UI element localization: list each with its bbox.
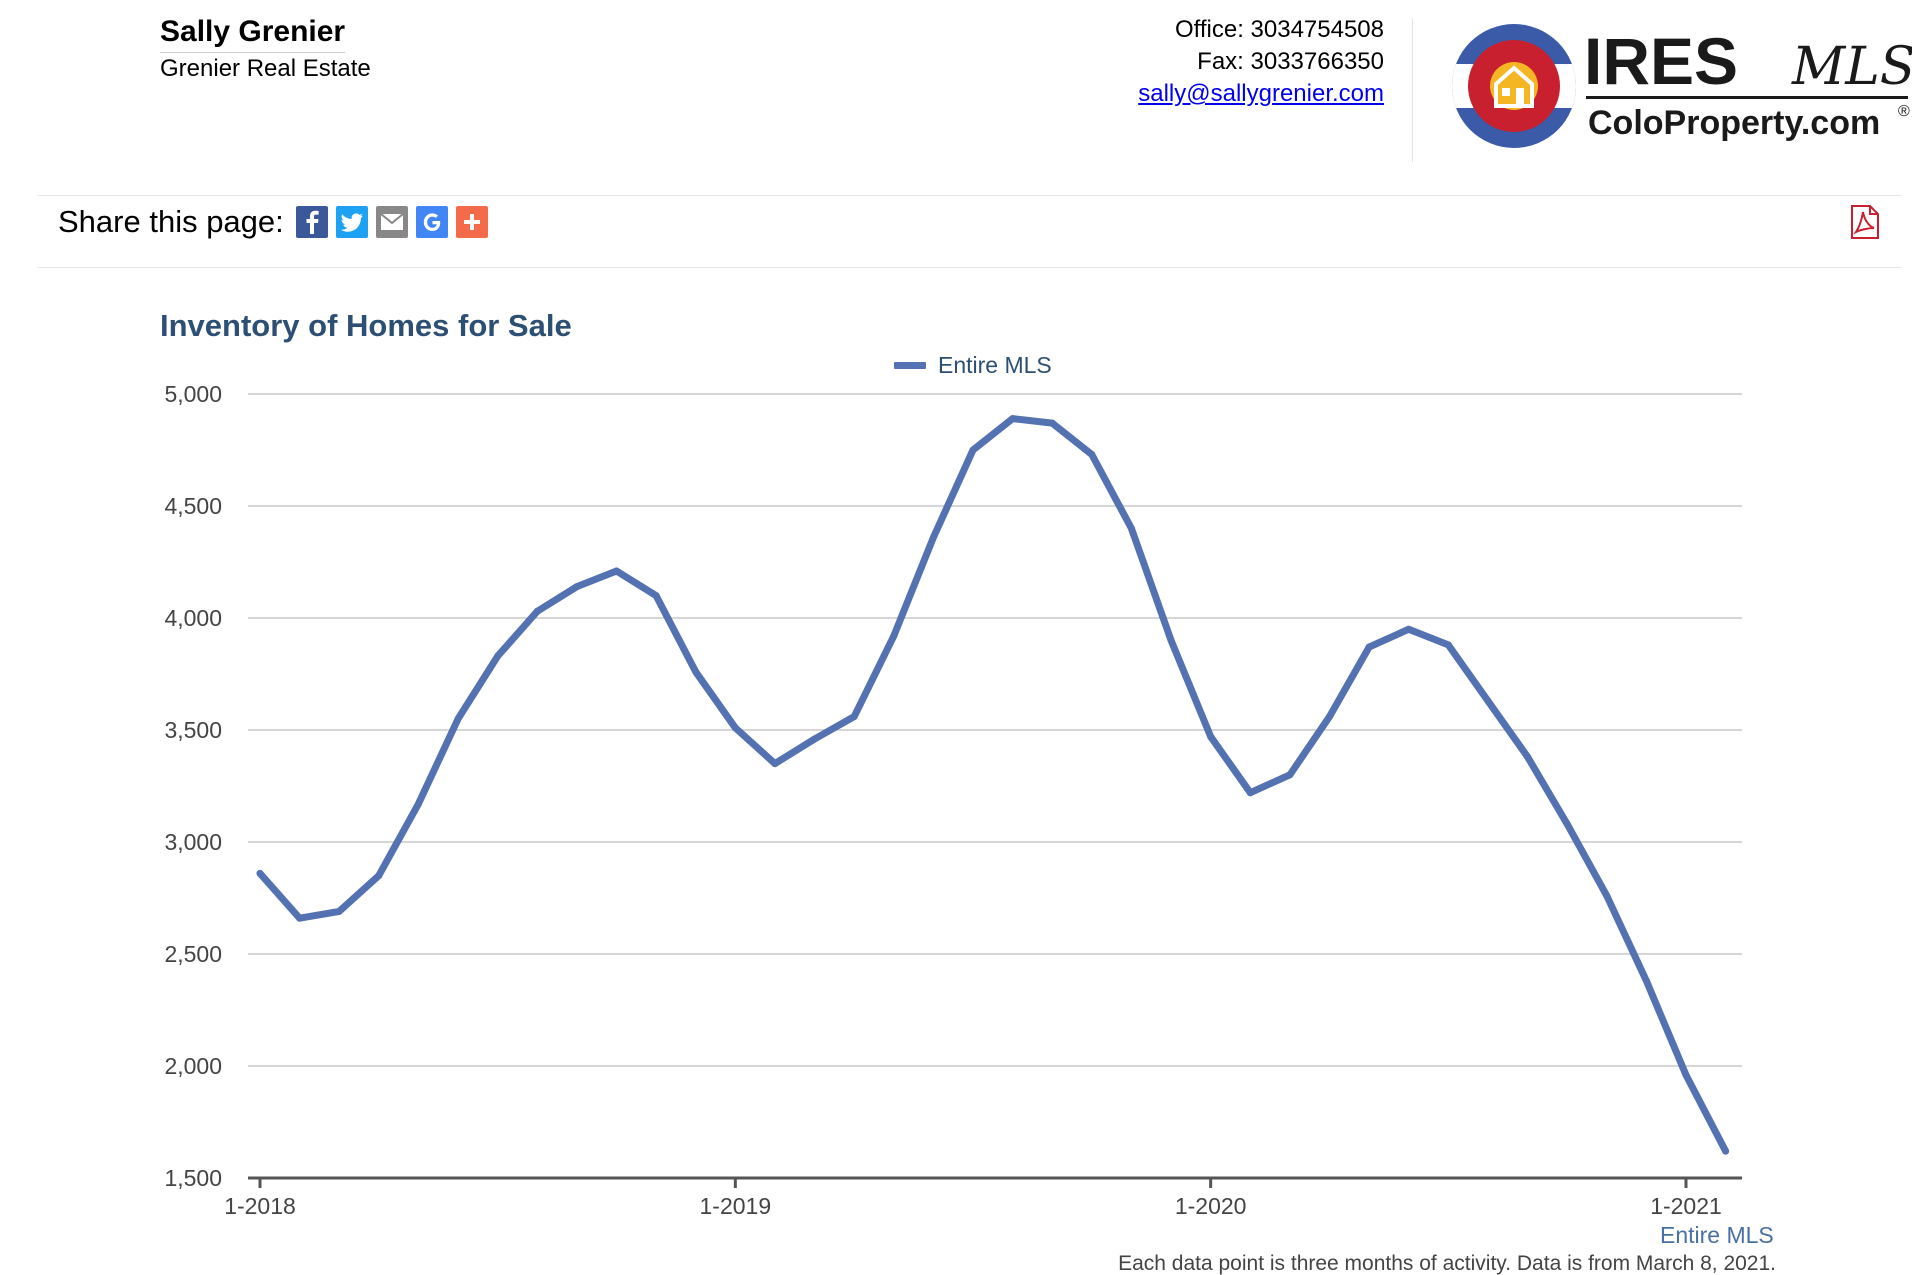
email-share-button[interactable] — [375, 206, 408, 238]
data-point — [1207, 733, 1215, 741]
data-point — [731, 724, 739, 732]
contact-info: Office: 3034754508 Fax: 3033766350 sally… — [1138, 14, 1384, 110]
more-share-button[interactable] — [455, 206, 488, 238]
data-point — [1048, 419, 1056, 427]
y-tick-label: 3,500 — [164, 717, 222, 743]
data-point — [1088, 450, 1096, 458]
share-label: Share this page: — [58, 204, 284, 239]
data-point — [1484, 697, 1492, 705]
data-point — [692, 668, 700, 676]
google-icon — [423, 213, 440, 231]
data-point — [256, 869, 264, 877]
data-point — [1167, 636, 1175, 644]
y-tick-label: 3,000 — [164, 829, 222, 855]
data-point — [494, 652, 502, 660]
data-point — [771, 760, 779, 768]
data-point — [1127, 524, 1135, 532]
logo-registered-mark: ® — [1898, 103, 1910, 120]
chart-footnote: Each data point is three months of activ… — [1118, 1252, 1776, 1275]
data-point — [1722, 1147, 1730, 1155]
data-point — [573, 583, 581, 591]
legend-label: Entire MLS — [938, 352, 1052, 378]
x-axis-series-name: Entire MLS — [1660, 1222, 1774, 1248]
agent-info: Sally Grenier Grenier Real Estate — [160, 14, 371, 85]
agent-company: Grenier Real Estate — [160, 55, 371, 82]
data-point — [1405, 625, 1413, 633]
data-point — [335, 907, 343, 915]
data-point — [1682, 1071, 1690, 1079]
chart-legend[interactable]: Entire MLS — [894, 352, 1052, 379]
ires-mls-logo: IRES MLS ColoProperty.com ® — [1452, 24, 1912, 148]
data-point — [969, 446, 977, 454]
series-line-entire-mls — [256, 415, 1730, 1155]
facebook-share-button[interactable] — [295, 206, 328, 238]
y-tick-label: 1,500 — [164, 1165, 222, 1191]
data-point — [1524, 753, 1532, 761]
y-tick-label: 4,500 — [164, 493, 222, 519]
data-point — [811, 735, 819, 743]
header-divider — [1412, 18, 1413, 162]
facebook-icon — [306, 210, 319, 234]
email-icon — [380, 213, 404, 230]
data-point — [533, 607, 541, 615]
data-point — [890, 632, 898, 640]
pdf-icon[interactable] — [1846, 204, 1882, 240]
divider-top — [38, 195, 1902, 196]
data-point — [929, 533, 937, 541]
data-point — [296, 914, 304, 922]
logo-script-text: MLS — [1791, 37, 1912, 97]
x-tick-label: 1-2020 — [1175, 1193, 1247, 1219]
colorado-flag-house-icon — [1452, 24, 1576, 148]
data-point — [414, 800, 422, 808]
share-bar: Share this page: — [58, 204, 488, 240]
logo-brand-text: IRES — [1584, 24, 1738, 98]
data-point — [652, 592, 660, 600]
data-point — [1444, 641, 1452, 649]
data-point — [454, 715, 462, 723]
y-tick-label: 2,000 — [164, 1053, 222, 1079]
y-tick-label: 2,500 — [164, 941, 222, 967]
data-point — [1326, 713, 1333, 721]
divider-bottom — [38, 267, 1902, 268]
plus-icon — [463, 214, 480, 230]
twitter-icon — [340, 213, 363, 232]
twitter-share-button[interactable] — [335, 206, 368, 238]
y-tick-label: 4,000 — [164, 605, 222, 631]
y-tick-label: 5,000 — [164, 381, 222, 407]
office-phone: Office: 3034754508 — [1174, 16, 1384, 43]
x-tick-label: 1-2019 — [700, 1193, 772, 1219]
data-point — [850, 713, 858, 721]
fax-number: Fax: 3033766350 — [1197, 48, 1384, 75]
data-point — [1009, 415, 1017, 423]
data-point — [1603, 892, 1611, 900]
x-tick-label: 1-2021 — [1650, 1193, 1722, 1219]
x-tick-label: 1-2018 — [224, 1193, 296, 1219]
data-point — [1246, 789, 1254, 797]
agent-name: Sally Grenier — [160, 14, 346, 53]
data-point — [1642, 977, 1650, 985]
data-point — [375, 872, 383, 880]
data-point — [1563, 820, 1571, 828]
data-point — [613, 567, 620, 575]
logo-site-text: ColoProperty.com — [1588, 104, 1880, 142]
data-point — [1365, 643, 1373, 651]
email-link[interactable]: sally@sallygrenier.com — [1138, 80, 1384, 107]
google-share-button[interactable] — [415, 206, 448, 238]
legend-swatch — [894, 362, 926, 369]
data-point — [1286, 771, 1294, 779]
chart-title: Inventory of Homes for Sale — [160, 308, 572, 343]
